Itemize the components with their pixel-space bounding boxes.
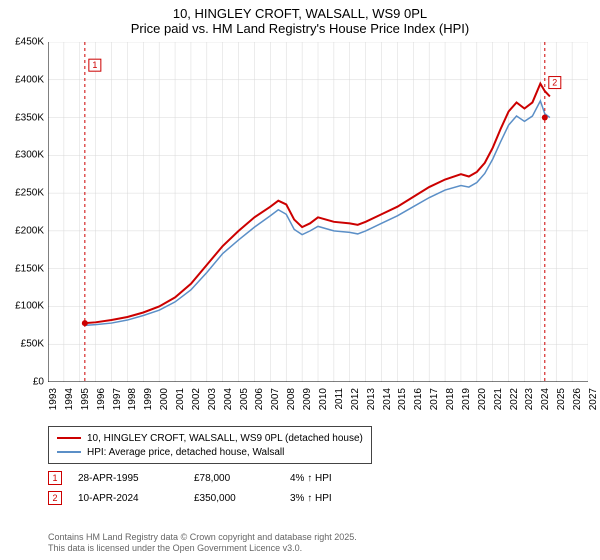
svg-text:1: 1 [92, 60, 97, 70]
marker-pct: 3% ↑ HPI [290, 493, 380, 504]
x-tick-label: 2024 [540, 388, 551, 410]
y-tick-label: £400K [15, 74, 44, 85]
x-tick-label: 2026 [572, 388, 583, 410]
legend-swatch [57, 451, 81, 453]
x-tick-label: 2003 [207, 388, 218, 410]
y-axis-labels: £0£50K£100K£150K£200K£250K£300K£350K£400… [0, 42, 46, 382]
x-tick-label: 2009 [302, 388, 313, 410]
x-tick-label: 2001 [175, 388, 186, 410]
x-tick-label: 2013 [366, 388, 377, 410]
x-tick-label: 2014 [382, 388, 393, 410]
svg-text:2: 2 [552, 78, 557, 88]
marker-row: 1 28-APR-1995 £78,000 4% ↑ HPI [48, 468, 380, 488]
x-tick-label: 2005 [239, 388, 250, 410]
footer-note: Contains HM Land Registry data © Crown c… [48, 532, 357, 554]
marker-date: 28-APR-1995 [78, 473, 178, 484]
x-tick-label: 2000 [159, 388, 170, 410]
title-line1: 10, HINGLEY CROFT, WALSALL, WS9 0PL [0, 6, 600, 21]
y-tick-label: £450K [15, 37, 44, 48]
x-tick-label: 2004 [223, 388, 234, 410]
marker-price: £78,000 [194, 473, 274, 484]
x-tick-label: 2022 [509, 388, 520, 410]
title-line2: Price paid vs. HM Land Registry's House … [0, 21, 600, 36]
series-price_paid [85, 84, 550, 324]
x-tick-label: 2006 [254, 388, 265, 410]
legend-swatch [57, 437, 81, 439]
x-tick-label: 2021 [493, 388, 504, 410]
marker-badge: 2 [48, 491, 62, 505]
legend-label: HPI: Average price, detached house, Wals… [87, 447, 284, 458]
x-tick-label: 2002 [191, 388, 202, 410]
chart-svg: 12 [48, 42, 588, 382]
x-tick-label: 2019 [461, 388, 472, 410]
chart-title-block: 10, HINGLEY CROFT, WALSALL, WS9 0PL Pric… [0, 0, 600, 38]
y-tick-label: £250K [15, 188, 44, 199]
x-tick-label: 2020 [477, 388, 488, 410]
x-tick-label: 2017 [429, 388, 440, 410]
x-tick-label: 2023 [524, 388, 535, 410]
x-tick-label: 2016 [413, 388, 424, 410]
y-tick-label: £50K [21, 339, 44, 350]
x-tick-label: 1995 [80, 388, 91, 410]
x-tick-label: 2025 [556, 388, 567, 410]
legend-item: 10, HINGLEY CROFT, WALSALL, WS9 0PL (det… [57, 431, 363, 445]
legend-item: HPI: Average price, detached house, Wals… [57, 445, 363, 459]
series-hpi [85, 101, 550, 325]
marker-date: 10-APR-2024 [78, 493, 178, 504]
x-tick-label: 2018 [445, 388, 456, 410]
x-tick-label: 2010 [318, 388, 329, 410]
x-tick-label: 2007 [270, 388, 281, 410]
x-tick-label: 1998 [127, 388, 138, 410]
y-tick-label: £100K [15, 301, 44, 312]
legend-label: 10, HINGLEY CROFT, WALSALL, WS9 0PL (det… [87, 433, 363, 444]
x-tick-label: 2008 [286, 388, 297, 410]
x-tick-label: 1996 [96, 388, 107, 410]
x-tick-label: 2011 [334, 388, 345, 410]
x-tick-label: 1999 [143, 388, 154, 410]
x-tick-label: 1993 [48, 388, 59, 410]
x-tick-label: 2015 [397, 388, 408, 410]
x-tick-label: 1997 [112, 388, 123, 410]
marker-pct: 4% ↑ HPI [290, 473, 380, 484]
chart-area: 12 [48, 42, 588, 382]
marker-badge: 1 [48, 471, 62, 485]
footer-line2: This data is licensed under the Open Gov… [48, 543, 357, 554]
marker-row: 2 10-APR-2024 £350,000 3% ↑ HPI [48, 488, 380, 508]
x-tick-label: 1994 [64, 388, 75, 410]
marker-table: 1 28-APR-1995 £78,000 4% ↑ HPI 2 10-APR-2024 £… [48, 468, 380, 508]
y-tick-label: £350K [15, 112, 44, 123]
x-tick-label: 2027 [588, 388, 599, 410]
y-tick-label: £150K [15, 263, 44, 274]
x-tick-label: 2012 [350, 388, 361, 410]
x-axis-labels: 1993 1994 1995 1996 1997 1998 1999 2000 2001 2002… [48, 384, 588, 424]
y-tick-label: £0 [33, 377, 44, 388]
y-tick-label: £300K [15, 150, 44, 161]
legend: 10, HINGLEY CROFT, WALSALL, WS9 0PL (det… [48, 426, 372, 464]
marker-price: £350,000 [194, 493, 274, 504]
y-tick-label: £200K [15, 225, 44, 236]
footer-line1: Contains HM Land Registry data © Crown c… [48, 532, 357, 543]
